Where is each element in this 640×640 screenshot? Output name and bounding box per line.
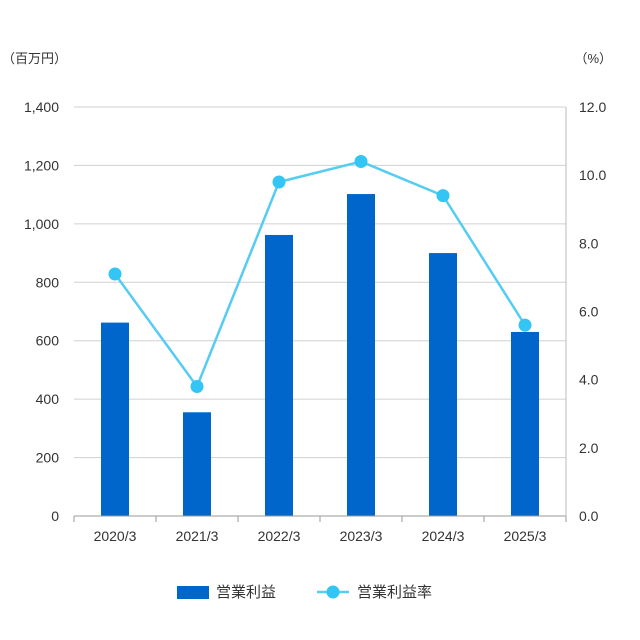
bar	[183, 412, 211, 516]
right-tick-label: 12.0	[579, 99, 606, 115]
bar	[429, 253, 457, 517]
left-tick-label: 400	[36, 391, 60, 407]
bar	[265, 234, 293, 517]
line-point	[108, 267, 122, 281]
left-tick-label: 1,000	[24, 216, 59, 232]
x-tick-label: 2025/3	[504, 528, 547, 544]
x-tick-label: 2024/3	[422, 528, 465, 544]
bar	[101, 322, 129, 516]
right-tick-label: 4.0	[579, 372, 599, 388]
line-point	[354, 155, 368, 169]
x-tick-label: 2021/3	[176, 528, 219, 544]
x-tick-label: 2023/3	[340, 528, 383, 544]
x-tick-label: 2020/3	[94, 528, 137, 544]
right-tick-label: 6.0	[579, 304, 599, 320]
legend: 営業利益 営業利益率	[177, 584, 432, 601]
legend-line-label: 営業利益率	[357, 584, 432, 601]
left-axis-unit: （百万円）	[2, 51, 67, 66]
left-tick-label: 0	[51, 508, 59, 524]
right-tick-label: 0.0	[579, 508, 599, 524]
bar-series	[101, 194, 539, 517]
legend-line-marker	[326, 585, 340, 599]
left-tick-label: 200	[36, 450, 60, 466]
right-tick-label: 2.0	[579, 440, 599, 456]
bar	[511, 331, 539, 516]
bar	[347, 194, 375, 516]
legend-bar-label: 営業利益	[216, 584, 276, 601]
axes: 0 200 400 600 800 1,000 1,200 1,400 0.0 2.0 4.0 6.0…	[24, 99, 607, 544]
line-point	[518, 318, 532, 332]
line-point	[272, 175, 286, 189]
line-point	[436, 189, 450, 203]
right-axis-unit: （%）	[574, 51, 612, 66]
left-tick-label: 800	[36, 274, 60, 290]
left-tick-label: 1,400	[24, 99, 59, 115]
series-line	[113, 160, 527, 390]
left-tick-label: 1,200	[24, 157, 59, 173]
line-point	[190, 379, 204, 393]
gridlines	[74, 106, 566, 459]
x-tick-label: 2022/3	[258, 528, 301, 544]
left-tick-label: 600	[36, 333, 60, 349]
right-tick-label: 8.0	[579, 235, 599, 251]
right-tick-label: 10.0	[579, 167, 606, 183]
line-series	[108, 155, 532, 393]
legend-bar-swatch	[177, 586, 209, 599]
